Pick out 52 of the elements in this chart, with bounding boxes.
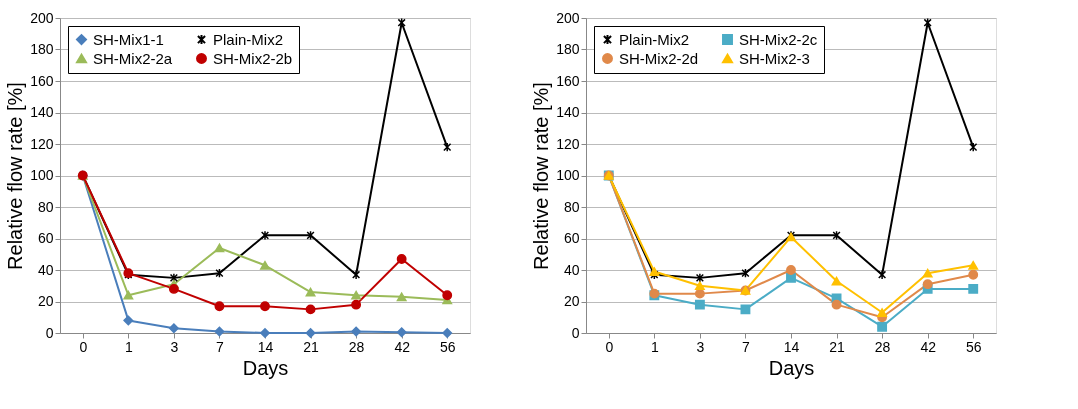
- x-tick-label: 0: [605, 338, 614, 355]
- y-tick-label: 0: [571, 324, 580, 341]
- y-tick-label: 60: [563, 230, 580, 246]
- x-tick-label: 14: [783, 338, 800, 355]
- y-tick-label: 20: [563, 293, 580, 309]
- legend-label: SH-Mix2-2c: [739, 30, 818, 48]
- y-tick-label: 100: [30, 167, 54, 183]
- legend-label: Plain-Mix2: [213, 30, 284, 48]
- legend-label: SH-Mix1-1: [93, 30, 164, 48]
- x-tick-label: 56: [965, 338, 982, 355]
- y-tick-label: 120: [30, 135, 54, 152]
- x-axis-title: Days: [768, 356, 815, 379]
- x-tick-label: 1: [124, 338, 133, 355]
- y-tick-label: 200: [30, 9, 54, 26]
- x-tick-label: 42: [394, 338, 411, 355]
- y-tick-label: 200: [556, 9, 580, 26]
- legend-label: SH-Mix2-3: [739, 49, 810, 67]
- x-tick-label: 0: [79, 338, 88, 355]
- y-tick-label: 80: [37, 198, 54, 215]
- y-tick-label: 140: [30, 104, 54, 120]
- x-tick-label: 7: [742, 338, 751, 355]
- y-tick-label: 60: [37, 230, 54, 246]
- x-tick-label: 7: [216, 338, 225, 355]
- y-tick-label: 40: [37, 261, 54, 278]
- y-tick-label: 160: [30, 72, 54, 89]
- y-axis-title: Relative flow rate [%]: [4, 82, 27, 270]
- y-tick-label: 180: [30, 41, 54, 57]
- x-tick-label: 3: [170, 338, 179, 355]
- legend-label: SH-Mix2-2a: [93, 49, 173, 67]
- x-tick-label: 21: [829, 338, 846, 355]
- legend-label: Plain-Mix2: [619, 30, 690, 48]
- y-tick-label: 40: [563, 261, 580, 278]
- x-tick-label: 21: [303, 338, 320, 355]
- x-tick-label: 14: [257, 338, 274, 355]
- x-tick-label: 42: [920, 338, 937, 355]
- x-tick-label: 1: [650, 338, 659, 355]
- y-tick-label: 80: [563, 198, 580, 215]
- x-tick-label: 3: [696, 338, 705, 355]
- x-tick-label: 28: [874, 338, 891, 355]
- legend-label: SH-Mix2-2d: [619, 49, 699, 67]
- y-axis-title: Relative flow rate [%]: [530, 82, 553, 270]
- y-tick-label: 100: [556, 167, 580, 183]
- x-tick-label: 56: [439, 338, 456, 355]
- y-tick-label: 20: [37, 293, 54, 309]
- y-tick-label: 180: [556, 41, 580, 57]
- y-tick-label: 160: [556, 72, 580, 89]
- legend-label: SH-Mix2-2b: [213, 49, 293, 67]
- y-tick-label: 140: [556, 104, 580, 120]
- y-tick-label: 120: [556, 135, 580, 152]
- x-axis-title: Days: [242, 356, 289, 379]
- y-tick-label: 0: [45, 324, 54, 341]
- x-tick-label: 28: [348, 338, 365, 355]
